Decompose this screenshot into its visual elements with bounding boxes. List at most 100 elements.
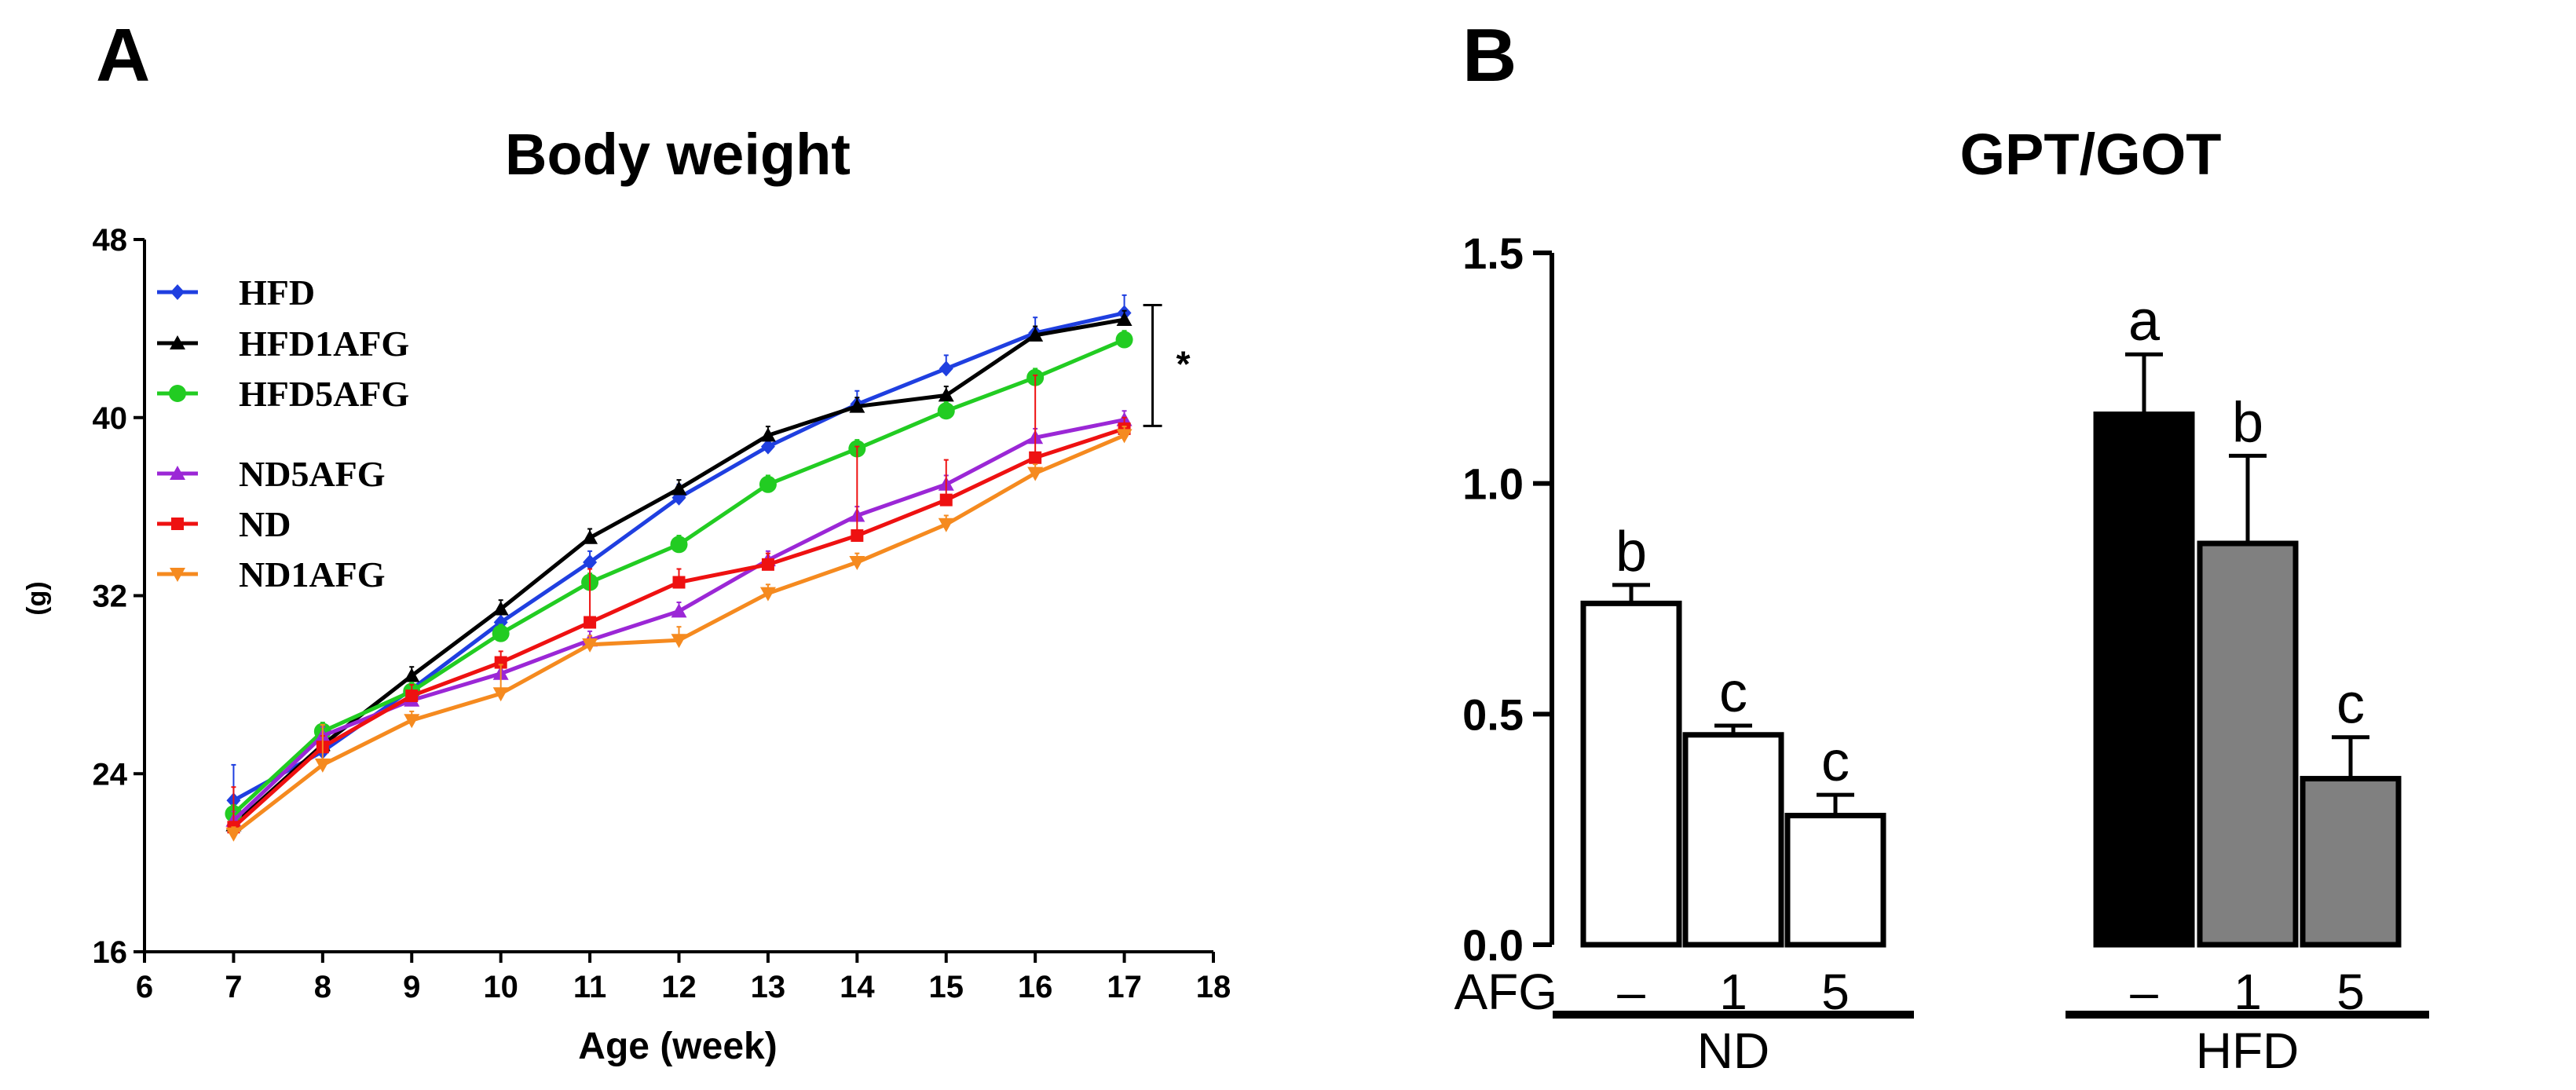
legend-marker — [170, 284, 185, 300]
chart-b-y-tick-label: 0.0 — [1462, 920, 1524, 970]
chart-a-series — [225, 294, 1133, 842]
chart-b-y-tick-label: 1.5 — [1462, 229, 1524, 278]
data-point — [939, 493, 953, 507]
data-point — [759, 475, 777, 493]
bar — [2093, 411, 2195, 948]
group-label: ND — [1697, 1022, 1769, 1079]
legend-marker — [170, 568, 185, 582]
chart-b-title: GPT/GOT — [1960, 122, 2222, 187]
data-point — [672, 576, 686, 589]
significance-star: * — [1176, 343, 1191, 384]
legend-marker — [170, 335, 185, 349]
data-point — [1027, 466, 1044, 481]
chart-a-y-tick-label: 32 — [93, 580, 128, 614]
data-point — [670, 536, 688, 554]
chart-a-x-tick-label: 6 — [136, 970, 153, 1004]
chart-a-x-tick-label: 12 — [661, 970, 697, 1004]
significance-letter: b — [1615, 521, 1647, 583]
legend-item: ND — [157, 504, 291, 544]
chart-a-x-tick-label: 14 — [840, 970, 875, 1004]
bar-group: c — [1784, 730, 1886, 948]
chart-a-x-tick-label: 13 — [751, 970, 786, 1004]
chart-a-x-tick-label: 7 — [225, 970, 242, 1004]
legend-item: HFD5AFG — [157, 374, 409, 414]
data-point — [404, 668, 420, 682]
chart-a-x-tick-label: 9 — [403, 970, 420, 1004]
chart-a-y-tick-label: 24 — [93, 757, 128, 792]
data-point — [314, 758, 331, 773]
data-point — [1116, 312, 1132, 327]
chart-a-x-tick-label: 11 — [573, 970, 606, 1004]
chart-a-x-tick-label: 10 — [483, 970, 518, 1004]
chart-a-legend: HFD HFD1AFG HFD5AFG ND5AFG ND ND1AFG — [157, 272, 409, 594]
chart-a-x-axis-title: Age (week) — [578, 1026, 777, 1067]
data-point — [759, 587, 776, 602]
data-point — [1027, 327, 1044, 342]
chart-a-x-tick-label: 17 — [1107, 970, 1142, 1004]
data-point — [492, 601, 509, 616]
chart-a-y-tick-label: 16 — [93, 935, 128, 970]
significance-letter: b — [2232, 391, 2263, 454]
data-point — [671, 603, 687, 618]
data-point — [582, 529, 598, 544]
chart-b-axes: 0.0 0.5 1.0 1.5 — [1462, 229, 1554, 970]
data-point — [225, 827, 242, 842]
bar-group: c — [2300, 673, 2402, 948]
legend-label: ND — [239, 504, 291, 544]
series-hfd1afg — [225, 309, 1132, 832]
data-point — [494, 656, 507, 669]
data-point — [492, 687, 509, 702]
data-point — [492, 624, 510, 642]
data-point — [583, 554, 598, 570]
chart-a-annotation: * — [1143, 304, 1191, 427]
legend-label: HFD — [239, 272, 315, 313]
chart-b-row-label: AFG — [1454, 964, 1557, 1020]
significance-letter: c — [1719, 661, 1747, 724]
bar-group: a — [2093, 290, 2195, 948]
significance-letter: c — [2336, 673, 2365, 736]
data-point — [671, 634, 687, 649]
data-point — [938, 387, 954, 402]
chart-b-categories: –1 5–1 5ND HFD — [1553, 964, 2429, 1079]
panel-label-b: B — [1462, 13, 1517, 97]
legend-item: ND5AFG — [157, 454, 386, 494]
chart-a-y-axis-title: (g) — [22, 581, 52, 615]
legend-marker — [170, 466, 185, 480]
legend-label: ND5AFG — [239, 454, 386, 494]
data-point — [937, 402, 955, 420]
legend-label: HFD5AFG — [239, 374, 409, 414]
group-label: HFD — [2196, 1022, 2300, 1079]
legend-marker — [169, 385, 186, 402]
chart-a-y-tick-label: 48 — [93, 223, 128, 258]
data-point — [405, 689, 419, 703]
data-point — [938, 518, 954, 532]
chart-a-x-tick-label: 8 — [314, 970, 331, 1004]
bar — [1580, 600, 1682, 948]
bar — [1682, 732, 1784, 948]
chart-b-y-tick-label: 0.5 — [1462, 689, 1524, 739]
significance-letter: a — [2128, 290, 2161, 353]
bar — [2300, 776, 2402, 948]
chart-b-bars: b c c a b c — [1580, 290, 2402, 948]
data-point — [761, 558, 774, 571]
data-point — [1029, 451, 1042, 464]
data-point — [760, 438, 775, 455]
chart-a-x-tick-label: 16 — [1018, 970, 1053, 1004]
legend-marker — [171, 518, 184, 530]
data-point — [939, 360, 953, 377]
data-point — [404, 714, 420, 729]
chart-a-axes: 16 24 32 40 48 6 7 8 9 10 11 12 13 14 15 16 17 18 — [93, 223, 1231, 1004]
bar — [2197, 540, 2299, 948]
legend-item: ND1AFG — [157, 554, 386, 594]
chart-a-x-tick-label: 15 — [929, 970, 964, 1004]
bar — [1784, 813, 1886, 948]
chart-a-y-tick-label: 40 — [93, 401, 128, 436]
chart-a-x-tick-label: 18 — [1196, 970, 1231, 1004]
legend-label: ND1AFG — [239, 554, 386, 594]
series-nd1afg — [225, 426, 1132, 842]
legend-item: HFD — [157, 272, 315, 313]
data-point — [849, 398, 865, 413]
data-point — [1116, 429, 1132, 444]
significance-letter: c — [1821, 730, 1850, 793]
